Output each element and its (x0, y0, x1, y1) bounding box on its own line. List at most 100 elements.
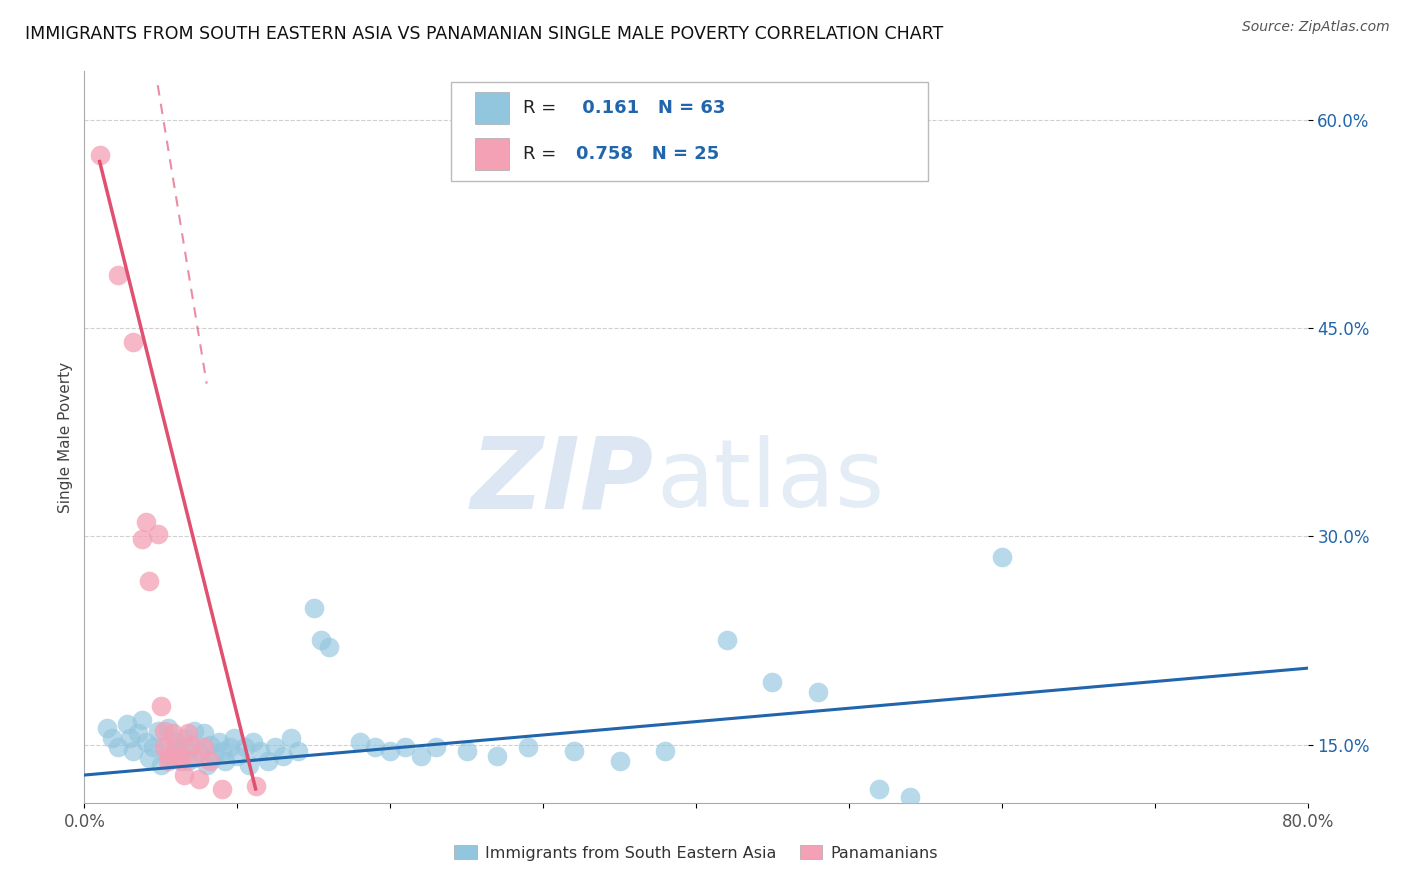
Point (188, 744, 211, 758)
Point (135, 516, 157, 530)
Point (167, 744, 190, 758)
Point (180, 738, 202, 752)
Point (287, 744, 309, 758)
Point (807, 685, 830, 699)
Point (157, 754, 180, 768)
Point (486, 748, 509, 763)
Point (869, 781, 891, 796)
Point (183, 751, 205, 765)
Point (89, 147, 111, 161)
Point (991, 550, 1014, 565)
Point (146, 723, 169, 738)
Point (170, 754, 193, 768)
Point (425, 740, 447, 755)
Point (245, 779, 267, 793)
Point (233, 740, 256, 755)
Point (193, 726, 215, 740)
Point (264, 740, 287, 755)
Text: 0.758   N = 25: 0.758 N = 25 (576, 145, 720, 163)
Point (135, 735, 157, 749)
Point (149, 758, 172, 772)
Point (157, 721, 180, 735)
Point (242, 735, 264, 749)
Point (96, 721, 118, 735)
Text: R =: R = (523, 99, 562, 117)
FancyBboxPatch shape (451, 82, 928, 181)
Point (173, 731, 195, 745)
Point (188, 772, 211, 787)
Point (198, 754, 221, 768)
Point (146, 526, 169, 541)
Point (127, 726, 149, 740)
Point (138, 751, 160, 765)
Point (224, 731, 246, 745)
Point (193, 740, 215, 755)
Point (183, 723, 205, 738)
Point (609, 754, 631, 768)
Legend: Immigrants from South Eastern Asia, Panamanians: Immigrants from South Eastern Asia, Pana… (454, 845, 938, 861)
Point (149, 698, 172, 713)
Point (226, 748, 249, 763)
Point (364, 740, 387, 755)
Point (562, 744, 585, 758)
Point (165, 735, 187, 749)
Point (218, 740, 240, 755)
Point (153, 723, 176, 738)
Point (380, 744, 402, 758)
Point (211, 781, 233, 796)
Point (107, 740, 129, 755)
Point (101, 731, 124, 745)
Point (198, 738, 221, 752)
Y-axis label: Single Male Poverty: Single Male Poverty (58, 361, 73, 513)
Point (180, 740, 202, 755)
Point (177, 754, 200, 768)
Point (107, 268, 129, 283)
Point (173, 768, 195, 782)
Bar (475, 92, 509, 124)
Point (280, 731, 302, 745)
Point (195, 758, 218, 772)
Point (122, 744, 145, 758)
Point (716, 633, 738, 648)
Text: ZIP: ZIP (470, 433, 654, 530)
Point (162, 748, 184, 763)
Point (167, 748, 190, 763)
Point (654, 744, 676, 758)
Point (271, 748, 294, 763)
Point (177, 726, 200, 740)
Point (302, 601, 325, 615)
Point (120, 731, 142, 745)
Point (162, 726, 184, 740)
Bar (475, 138, 509, 170)
Point (516, 740, 538, 755)
Point (208, 735, 231, 749)
Text: 0.161   N = 63: 0.161 N = 63 (576, 99, 725, 117)
Text: R =: R = (523, 145, 562, 163)
Point (238, 758, 260, 772)
Point (409, 748, 432, 763)
Point (122, 334, 145, 349)
Point (214, 754, 236, 768)
Text: Source: ZipAtlas.com: Source: ZipAtlas.com (1241, 20, 1389, 34)
Point (456, 744, 478, 758)
Point (131, 532, 153, 546)
Point (211, 744, 233, 758)
Point (131, 713, 153, 727)
Point (142, 740, 165, 755)
Point (318, 640, 340, 655)
Text: atlas: atlas (657, 435, 884, 527)
Point (394, 740, 416, 755)
Point (165, 740, 187, 755)
Point (202, 748, 225, 763)
Text: IMMIGRANTS FROM SOUTH EASTERN ASIA VS PANAMANIAN SINGLE MALE POVERTY CORRELATION: IMMIGRANTS FROM SOUTH EASTERN ASIA VS PA… (25, 25, 943, 43)
Point (257, 754, 280, 768)
Point (249, 744, 271, 758)
Point (761, 675, 783, 690)
Point (153, 740, 176, 755)
Point (138, 574, 160, 588)
Point (898, 790, 921, 805)
Point (311, 633, 333, 648)
Point (349, 735, 371, 749)
Point (157, 748, 180, 763)
Point (115, 716, 138, 731)
